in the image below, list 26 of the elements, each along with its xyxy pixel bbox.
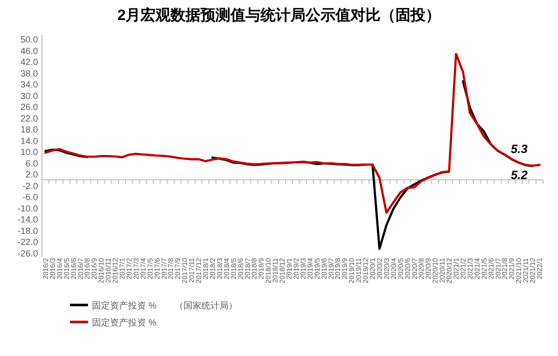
y-tick-label: -26.0 bbox=[17, 248, 38, 258]
legend-label: 固定资产投资 % bbox=[92, 318, 157, 328]
y-tick-label: 2.0 bbox=[25, 170, 38, 180]
y-tick-label: 34.0 bbox=[20, 80, 38, 90]
annotation: 5.3 bbox=[510, 142, 528, 156]
y-tick-label: 18.0 bbox=[20, 124, 38, 135]
y-tick-label: 6.0 bbox=[25, 158, 38, 168]
line-series bbox=[44, 52, 541, 214]
y-tick-label: 50.0 bbox=[20, 34, 38, 44]
y-tick-label: 22.0 bbox=[20, 113, 38, 124]
y-tick-label: 14.0 bbox=[20, 136, 38, 146]
y-tick-label: 46.0 bbox=[20, 46, 38, 56]
y-tick-label: -6.0 bbox=[22, 192, 38, 202]
chart-title: 2月宏观数据预测值与统计局公示值对比（固投） bbox=[117, 6, 441, 24]
legend-label: 固定资产投资 % （国家统计局） bbox=[92, 300, 238, 310]
y-tick-label: 38.0 bbox=[20, 68, 38, 78]
annotation: 5.2 bbox=[510, 168, 528, 182]
y-tick-label: -22.0 bbox=[17, 237, 38, 248]
y-tick-label: 10.0 bbox=[20, 147, 38, 158]
y-tick-label: 30.0 bbox=[20, 90, 38, 101]
y-tick-label: -10.0 bbox=[17, 203, 38, 214]
y-tick-label: -2.0 bbox=[22, 180, 38, 191]
y-tick-label: 26.0 bbox=[20, 102, 38, 112]
y-tick-label: -18.0 bbox=[17, 226, 38, 236]
y-tick-label: -14.0 bbox=[17, 214, 38, 225]
y-tick-label: 42.0 bbox=[20, 57, 38, 68]
